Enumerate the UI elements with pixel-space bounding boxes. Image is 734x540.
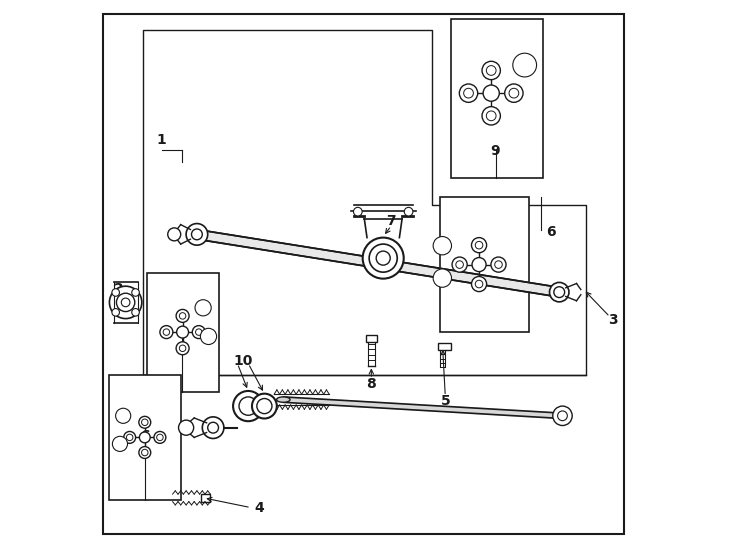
Circle shape <box>112 308 120 316</box>
Circle shape <box>456 261 463 268</box>
Circle shape <box>176 342 189 355</box>
Circle shape <box>156 434 163 441</box>
Circle shape <box>179 345 186 352</box>
Bar <box>440 197 529 332</box>
Circle shape <box>459 84 478 102</box>
Text: 6: 6 <box>546 225 556 239</box>
Circle shape <box>233 391 264 421</box>
Text: 3: 3 <box>608 313 617 327</box>
Circle shape <box>112 436 128 451</box>
Circle shape <box>257 399 272 414</box>
Circle shape <box>124 431 136 443</box>
Circle shape <box>112 289 120 296</box>
Bar <box>200 494 211 502</box>
Circle shape <box>487 111 496 121</box>
Circle shape <box>554 287 564 298</box>
Circle shape <box>369 244 397 272</box>
Circle shape <box>163 329 170 335</box>
Circle shape <box>198 303 208 313</box>
Circle shape <box>178 420 194 435</box>
Circle shape <box>192 229 203 240</box>
Circle shape <box>116 440 124 448</box>
Circle shape <box>550 282 569 302</box>
Circle shape <box>142 419 148 426</box>
Circle shape <box>437 273 448 284</box>
Circle shape <box>132 289 139 296</box>
Circle shape <box>126 434 133 441</box>
Circle shape <box>452 257 467 272</box>
Text: 5: 5 <box>440 394 450 408</box>
Circle shape <box>437 240 448 251</box>
Circle shape <box>476 280 483 288</box>
Circle shape <box>132 308 139 316</box>
Circle shape <box>177 326 189 338</box>
Circle shape <box>553 406 573 426</box>
Circle shape <box>483 85 499 102</box>
Circle shape <box>464 88 473 98</box>
Circle shape <box>154 431 166 443</box>
Circle shape <box>482 107 501 125</box>
Circle shape <box>354 207 362 216</box>
Circle shape <box>192 326 206 339</box>
Text: 9: 9 <box>491 144 501 158</box>
Bar <box>109 375 181 500</box>
Circle shape <box>239 397 258 415</box>
Bar <box>366 335 377 342</box>
Circle shape <box>433 237 451 255</box>
Circle shape <box>471 238 487 253</box>
Circle shape <box>119 411 128 420</box>
Circle shape <box>487 65 496 75</box>
Circle shape <box>377 251 390 265</box>
Ellipse shape <box>277 397 290 402</box>
Circle shape <box>117 293 135 312</box>
Circle shape <box>139 447 150 458</box>
Circle shape <box>195 300 211 316</box>
Circle shape <box>168 228 181 241</box>
Circle shape <box>517 57 532 72</box>
Circle shape <box>176 309 189 322</box>
Bar <box>438 343 451 350</box>
Circle shape <box>203 332 214 341</box>
Bar <box>451 19 542 178</box>
Text: 1: 1 <box>157 133 167 147</box>
Text: 2: 2 <box>114 282 123 296</box>
Circle shape <box>433 269 451 287</box>
Circle shape <box>109 286 142 319</box>
Circle shape <box>505 84 523 102</box>
Polygon shape <box>197 230 559 297</box>
Circle shape <box>195 329 202 335</box>
Bar <box>147 273 219 392</box>
Circle shape <box>160 326 173 339</box>
Circle shape <box>404 207 413 216</box>
Circle shape <box>482 61 501 79</box>
Text: 4: 4 <box>254 501 264 515</box>
Text: 6: 6 <box>178 327 187 341</box>
Circle shape <box>142 449 148 456</box>
Circle shape <box>558 411 567 421</box>
Circle shape <box>121 298 130 307</box>
Circle shape <box>513 53 537 77</box>
Circle shape <box>139 416 150 428</box>
Circle shape <box>509 88 519 98</box>
Circle shape <box>179 313 186 319</box>
Circle shape <box>363 238 404 279</box>
Circle shape <box>203 417 224 438</box>
Circle shape <box>252 394 277 418</box>
Circle shape <box>491 257 506 272</box>
Polygon shape <box>283 397 562 418</box>
Ellipse shape <box>556 413 567 418</box>
Text: 6: 6 <box>139 429 149 443</box>
Circle shape <box>471 276 487 292</box>
Circle shape <box>472 258 486 272</box>
Circle shape <box>495 261 502 268</box>
Text: 8: 8 <box>366 377 377 392</box>
Text: 10: 10 <box>233 354 252 368</box>
Circle shape <box>476 241 483 249</box>
Text: 7: 7 <box>387 214 396 228</box>
Circle shape <box>139 432 150 443</box>
Circle shape <box>200 328 217 345</box>
Circle shape <box>186 224 208 245</box>
Circle shape <box>116 408 131 423</box>
Circle shape <box>208 422 219 433</box>
